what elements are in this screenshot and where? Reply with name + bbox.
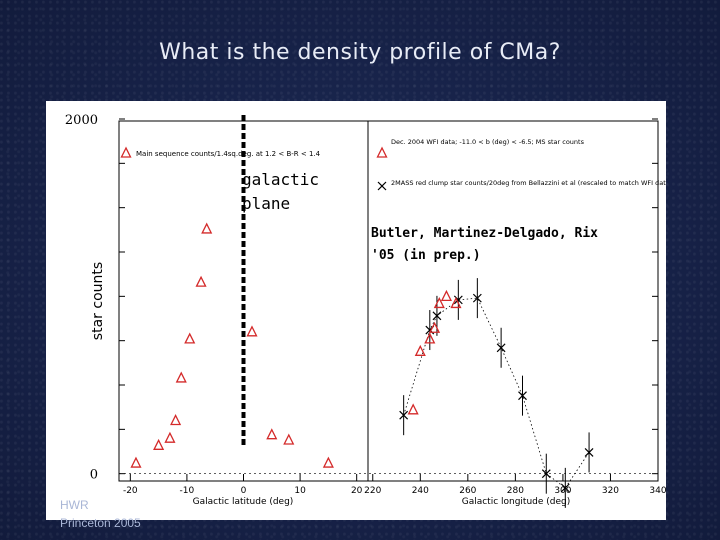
x-tick-label: 340 (649, 486, 666, 496)
data-point-x (472, 293, 482, 303)
legend-label: Dec. 2004 WFI data; -11.0 < b (deg) < -6… (391, 138, 585, 146)
x-tick-label: -20 (123, 486, 138, 496)
data-point-triangle (322, 456, 334, 468)
data-point-triangle (407, 403, 419, 415)
data-point-triangle (195, 275, 207, 287)
data-point-triangle (450, 296, 462, 309)
x-tick-label: 20 (351, 486, 363, 496)
x-tick-label: 320 (602, 486, 619, 496)
galactic-plane-label: galactic plane (242, 170, 320, 213)
citation-line-2: '05 (in prep.) (371, 248, 481, 263)
x-axis-label-longitude: Galactic longitude (deg) (462, 497, 571, 507)
x-axis-label-latitude: Galactic latitude (deg) (193, 497, 294, 507)
x-tick-label: 280 (507, 486, 524, 496)
x-tick-label: 10 (294, 486, 306, 496)
data-point-x (496, 343, 506, 353)
data-point-triangle (201, 222, 213, 234)
data-point-triangle (153, 438, 165, 450)
x-tick-label: 300 (554, 486, 571, 496)
data-point-x (399, 410, 409, 420)
data-point-triangle (164, 431, 176, 443)
x-tick-label: 0 (241, 486, 247, 496)
data-point-triangle (429, 321, 441, 333)
y-tick-label: 0 (90, 468, 98, 483)
footer-venue: Princeton 2005 (60, 516, 141, 530)
data-point-triangle (433, 296, 445, 309)
data-point-triangle (175, 371, 187, 383)
x-tick-label: 220 (364, 486, 381, 496)
data-point-triangle (424, 332, 436, 344)
legend-label: Main sequence counts/1.4sq.deg. at 1.2 <… (136, 150, 321, 158)
data-point-triangle (130, 456, 142, 468)
plot-svg: 2000 0 star counts -20 -10 0 10 20 Galactic lati… (65, 113, 666, 508)
series-curve (403, 297, 590, 489)
data-point-triangle (266, 428, 278, 440)
data-point-triangle (184, 332, 196, 344)
data-point-triangle (414, 344, 426, 356)
data-point-x (541, 469, 551, 479)
data-point-triangle (170, 414, 182, 426)
data-point-x (453, 295, 463, 305)
data-point-triangle (440, 289, 452, 301)
footer-author: HWR (60, 498, 89, 512)
x-tick-label: 260 (459, 486, 476, 496)
citation-block: Butler, Martinez-Delgado, Rix '05 (in pr… (371, 223, 661, 267)
data-point-x (584, 447, 594, 457)
y-tick-label: 2000 (65, 113, 98, 128)
legend-label: 2MASS red clump star counts/20deg from B… (391, 179, 666, 187)
legend-x-marker (377, 181, 387, 191)
y-axis-label: star counts (90, 262, 106, 340)
legend-triangle-marker (120, 146, 132, 158)
data-point-x (518, 391, 527, 401)
citation-line-1: Butler, Martinez-Delgado, Rix (371, 226, 598, 241)
data-point-x (432, 311, 442, 321)
x-tick-label: 240 (412, 486, 429, 496)
plot-frame (118, 120, 659, 482)
data-point-triangle (246, 325, 258, 337)
footer: HWR Princeton 2005 (60, 496, 141, 532)
x-tick-label: -10 (180, 486, 195, 496)
slide-title: What is the density profile of CMa? (159, 40, 561, 65)
figure-panel: 2000 0 star counts -20 -10 0 10 20 Galactic lati… (46, 101, 666, 520)
data-point-x (560, 483, 570, 493)
data-point-triangle (283, 433, 295, 445)
legend-triangle-marker (376, 146, 388, 158)
